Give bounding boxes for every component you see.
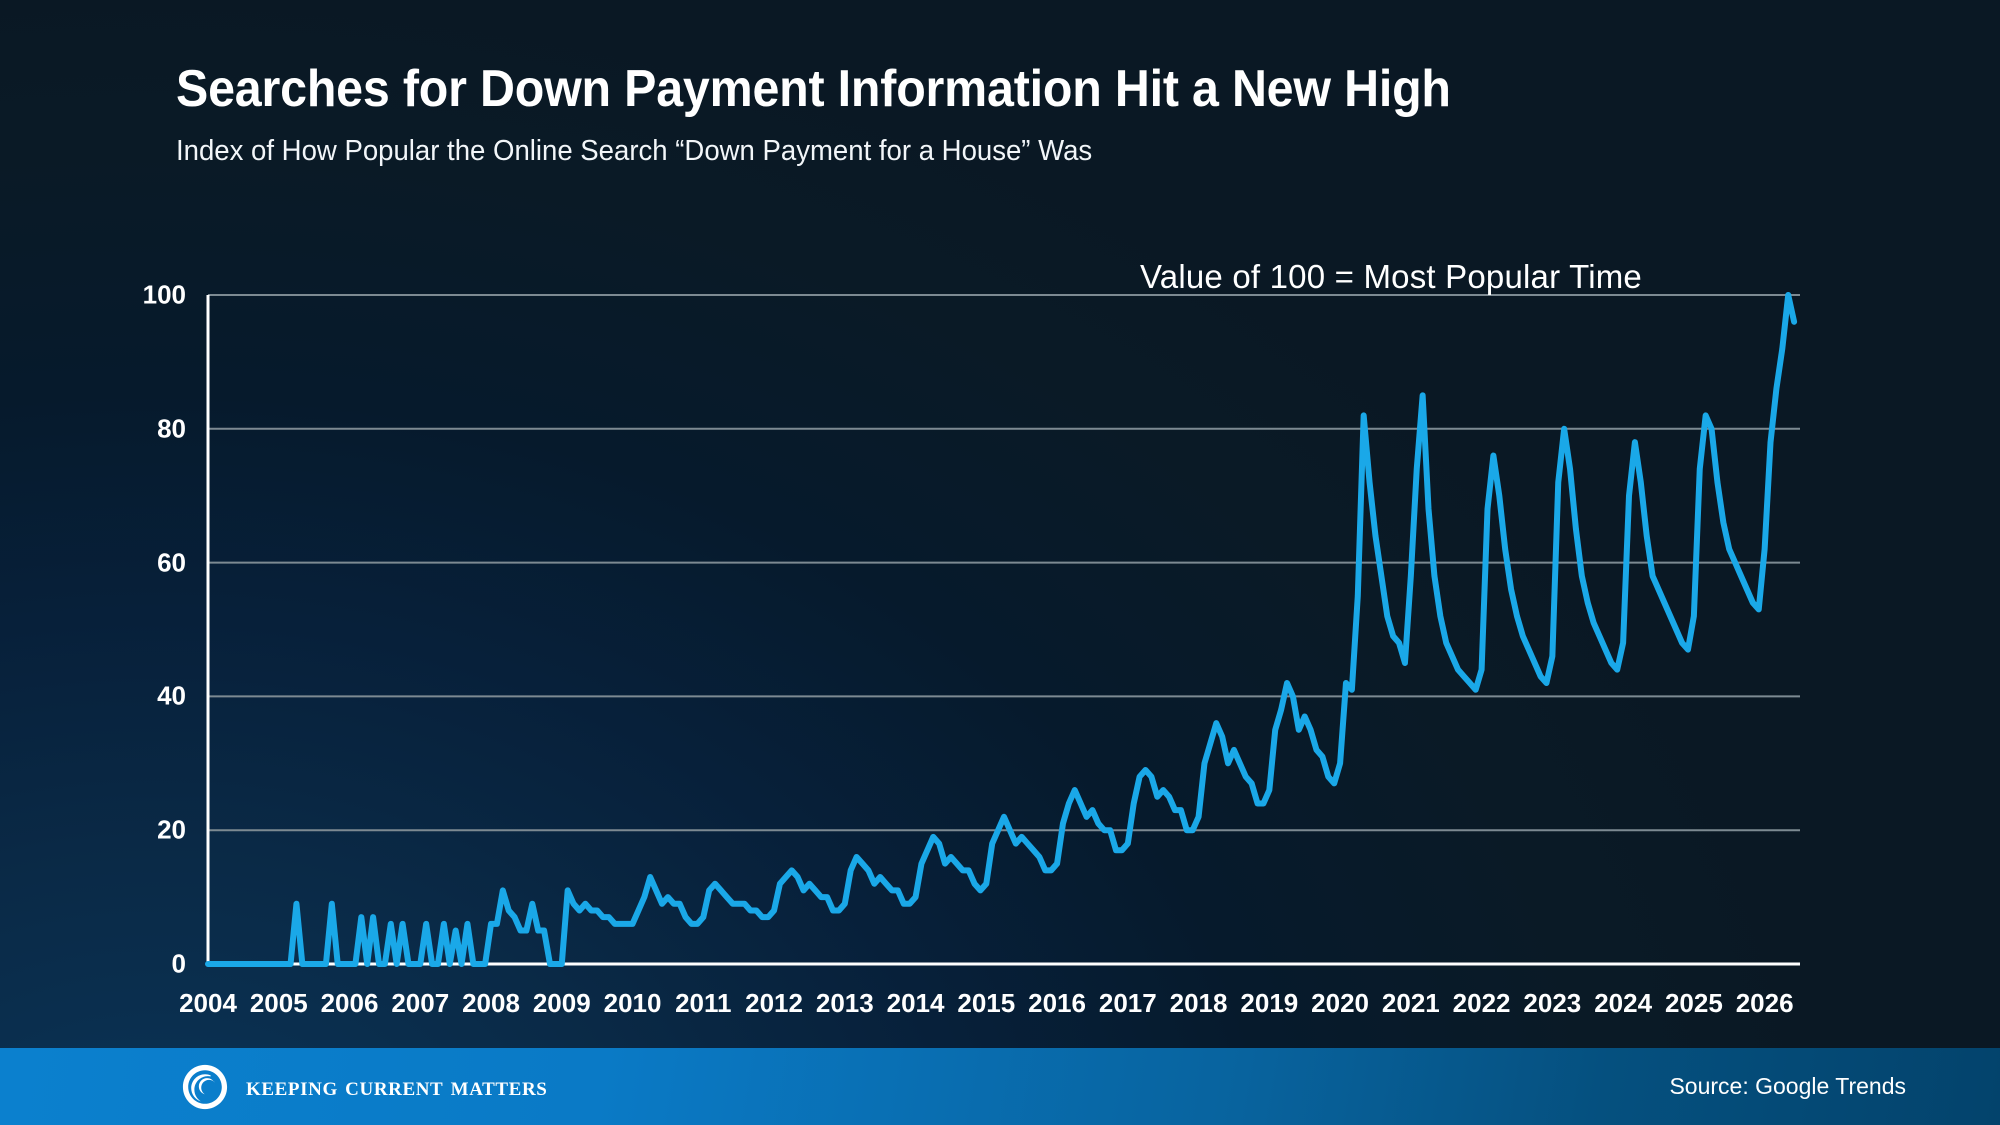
x-tick-label: 2018 [1169, 988, 1228, 1018]
x-tick-label: 2025 [1664, 988, 1723, 1018]
x-tick-label: 2015 [957, 988, 1016, 1018]
x-tick-label: 2016 [1028, 988, 1086, 1018]
x-tick-label: 2020 [1311, 988, 1369, 1018]
line-chart-svg [205, 292, 1800, 967]
y-tick-label: 100 [142, 279, 186, 310]
y-tick-label: 60 [157, 547, 186, 578]
source-label: Source: Google Trends [1669, 1073, 1906, 1099]
chart-subtitle: Index of How Popular the Online Search “… [176, 134, 1093, 167]
x-tick-label: 2010 [603, 988, 662, 1018]
x-tick-label: 2012 [745, 988, 803, 1018]
chart-header: Searches for Down Payment Information Hi… [176, 62, 1876, 168]
data-series-line [205, 292, 1798, 967]
x-tick-label: 2011 [675, 988, 732, 1018]
x-tick-label: 2007 [391, 988, 450, 1018]
x-tick-label: 2004 [179, 988, 237, 1018]
x-tick-label: 2005 [249, 988, 308, 1018]
chart-plot-area: 0 20 40 60 80 100 2004 2005 2006 2007 2008 2009 201… [142, 258, 1800, 1018]
gridlines-group [208, 294, 1800, 832]
x-tick-label: 2022 [1452, 988, 1511, 1018]
x-tick-label: 2023 [1523, 988, 1582, 1018]
x-tick-label: 2014 [886, 988, 945, 1018]
x-tick-label: 2008 [462, 988, 520, 1018]
brand-name: Keeping Current Matters [246, 1071, 548, 1101]
x-tick-label: 2017 [1098, 988, 1157, 1018]
x-tick-label: 2006 [320, 988, 379, 1018]
x-tick-label: 2019 [1240, 988, 1299, 1018]
x-tick-label: 2021 [1381, 988, 1440, 1018]
y-tick-label: 0 [171, 948, 186, 979]
y-tick-label: 40 [157, 680, 186, 711]
x-tick-label: 2009 [532, 988, 591, 1018]
chart-annotation: Value of 100 = Most Popular Time [1140, 258, 1642, 295]
kcm-swirl-logo-icon [182, 1064, 228, 1109]
y-tick-label: 20 [157, 814, 186, 845]
footer-bar: Keeping Current Matters Source: Google T… [0, 1048, 2000, 1125]
x-tick-label: 2024 [1594, 988, 1653, 1018]
brand-lockup: Keeping Current Matters [182, 1064, 547, 1110]
x-tick-label: 2026 [1735, 988, 1794, 1018]
axis-lines-group [206, 295, 1800, 966]
page-title: Searches for Down Payment Information Hi… [176, 60, 1451, 118]
x-tick-label: 2013 [815, 988, 874, 1018]
y-tick-label: 80 [157, 413, 186, 444]
